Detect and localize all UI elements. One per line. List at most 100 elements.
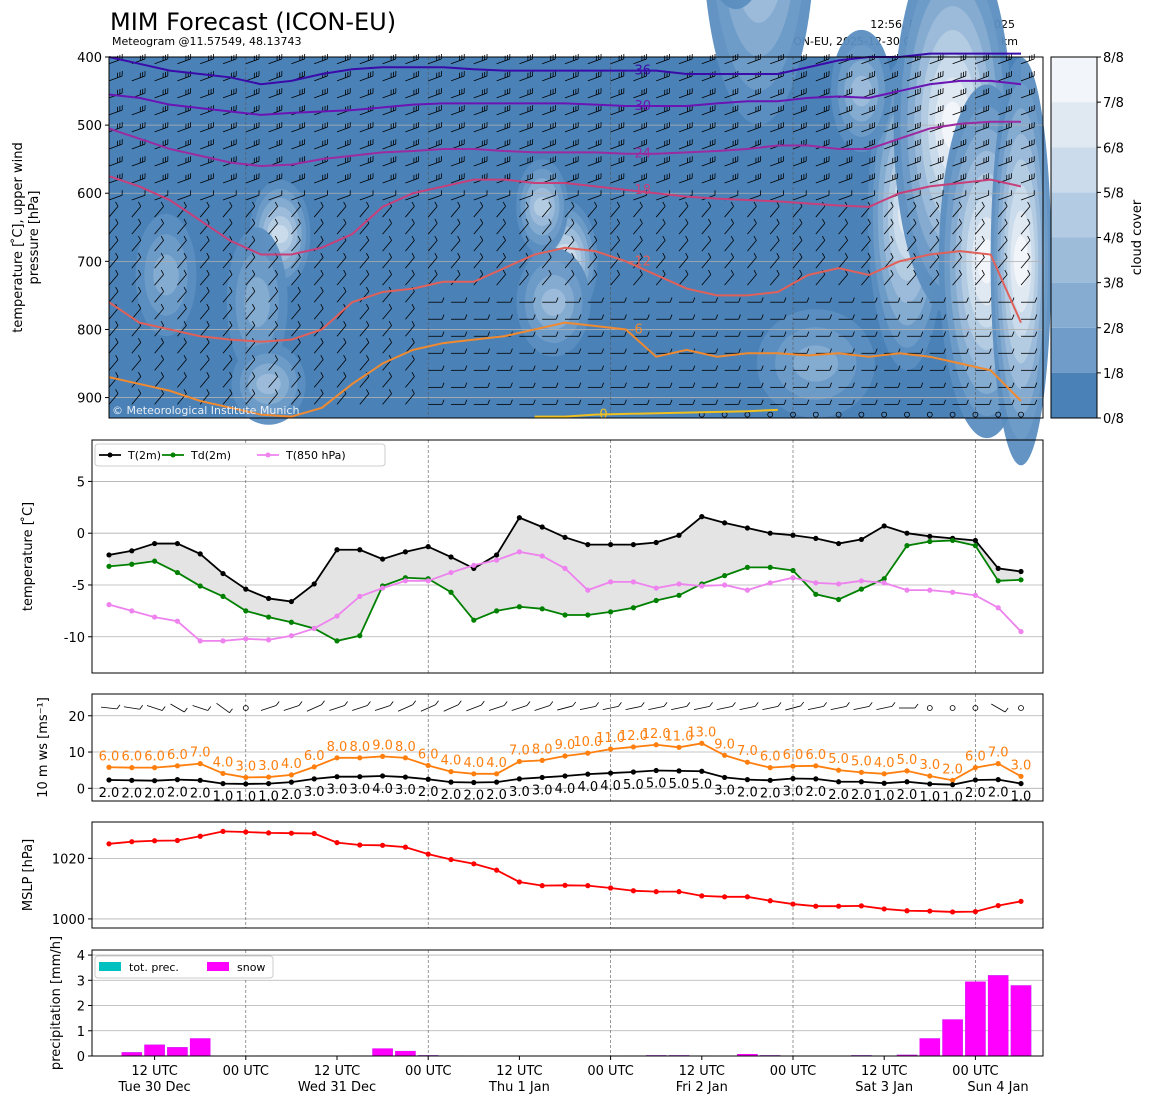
wind-barb-flag <box>183 201 187 207</box>
wind-barb-shaft <box>177 308 187 320</box>
wind-barb-flag <box>829 348 832 354</box>
data-point <box>972 537 979 544</box>
wind-barb-shaft <box>131 325 142 337</box>
wind-barb <box>1020 122 1035 133</box>
wind-barb-shaft <box>427 206 438 218</box>
wind-barb-flag <box>875 331 878 337</box>
wind-barb-flag <box>1027 235 1031 241</box>
wind-barb-flag <box>160 201 164 207</box>
wind-barb <box>154 122 169 133</box>
data-point <box>950 589 956 595</box>
wind-barb <box>108 286 119 303</box>
wind-barb-shaft <box>496 257 506 269</box>
wind-barb-flag <box>115 286 119 292</box>
wind-barb-flag <box>1004 707 1009 713</box>
wind-barb-shaft <box>542 194 556 201</box>
wind-barb-flag <box>274 372 278 377</box>
wind-barb-flag <box>662 235 666 241</box>
wind-barb-flag <box>806 399 810 405</box>
data-point <box>630 888 637 894</box>
wind-barb-flag <box>867 252 871 258</box>
wind-barb <box>1021 399 1038 405</box>
wind-barb <box>428 399 445 405</box>
wind-barb-flag <box>753 201 757 207</box>
wind-barb-flag <box>525 235 529 241</box>
wind-barb <box>929 105 944 116</box>
wind-barb <box>883 252 894 269</box>
calm-wind-marker <box>812 411 819 418</box>
wind-barb-flag <box>343 355 347 360</box>
legend-entry: Td(2m) <box>190 449 231 462</box>
wind-barb-shaft <box>906 194 921 201</box>
wind-barb-flag <box>822 235 826 241</box>
wind-barb <box>291 269 301 286</box>
wind-barb <box>815 156 830 167</box>
wind-barb <box>519 331 536 337</box>
wind-barb-flag <box>958 218 962 224</box>
wind-barb-flag <box>914 703 919 709</box>
data-point <box>1018 577 1024 583</box>
data-point <box>152 558 158 564</box>
wind-barb-flag <box>411 320 415 326</box>
wind-barb <box>815 190 830 201</box>
wind-barb <box>382 156 397 167</box>
wind-barb-flag <box>502 218 506 224</box>
x-day-label: Fri 2 Jan <box>676 1080 728 1095</box>
wind-barb-shaft <box>838 223 848 235</box>
wind-barb-flag <box>1011 331 1015 337</box>
data-point <box>653 742 659 748</box>
wind-barb-shaft <box>769 223 780 235</box>
wind-barb-shaft <box>564 240 575 252</box>
wind-barb-shaft <box>861 223 871 235</box>
data-point <box>174 777 180 783</box>
wind-barb <box>587 105 602 116</box>
wind-barb <box>656 173 670 184</box>
wind-barb <box>245 190 260 201</box>
wind-barb <box>222 252 233 269</box>
wind-barb-flag <box>571 235 575 241</box>
wind-barb <box>997 218 1008 235</box>
wind-barb-flag <box>708 269 712 275</box>
data-point <box>904 779 910 785</box>
wind-barb <box>1020 235 1031 252</box>
wind-barb-shaft <box>929 257 940 269</box>
wind-barb <box>359 337 370 354</box>
wind-barb <box>785 705 801 711</box>
wind-barb <box>405 389 415 405</box>
wind-barb-shaft <box>405 359 415 371</box>
wind-barb-shaft <box>359 194 374 201</box>
wind-barb <box>716 705 733 711</box>
wind-barb <box>564 122 579 133</box>
wind-barb-flag <box>183 355 187 360</box>
wind-barb <box>929 173 944 184</box>
wind-barb-flag <box>533 382 536 388</box>
data-point <box>562 534 568 540</box>
wind-barb-shaft <box>199 325 210 337</box>
calm-wind-marker <box>767 411 774 418</box>
wind-barb <box>222 269 233 286</box>
wind-barb-flag <box>800 701 805 707</box>
wind-barb <box>466 704 482 712</box>
data-point <box>494 867 500 873</box>
wind-data-label: 4.0 <box>372 782 393 797</box>
wind-barb-shaft <box>701 206 712 218</box>
data-point <box>722 774 728 781</box>
wind-barb-shaft <box>131 206 142 218</box>
wind-barb <box>587 71 602 82</box>
wind-barb <box>245 389 256 405</box>
wind-barb-flag <box>897 365 901 371</box>
data-point <box>995 761 1001 767</box>
wind-barb-flag <box>571 218 575 224</box>
wind-barb <box>199 303 210 320</box>
data-point <box>767 777 773 783</box>
wind-barb <box>268 190 283 201</box>
wind-barb-flag <box>890 269 894 275</box>
wind-barb <box>564 252 575 269</box>
data-point <box>744 525 751 531</box>
y-tick-label: -5 <box>72 579 85 594</box>
wind-barb-shaft <box>587 257 598 269</box>
wind-barb-flag <box>411 389 415 394</box>
wind-barb <box>770 122 784 133</box>
wind-barb <box>131 201 142 218</box>
data-point <box>402 755 408 761</box>
